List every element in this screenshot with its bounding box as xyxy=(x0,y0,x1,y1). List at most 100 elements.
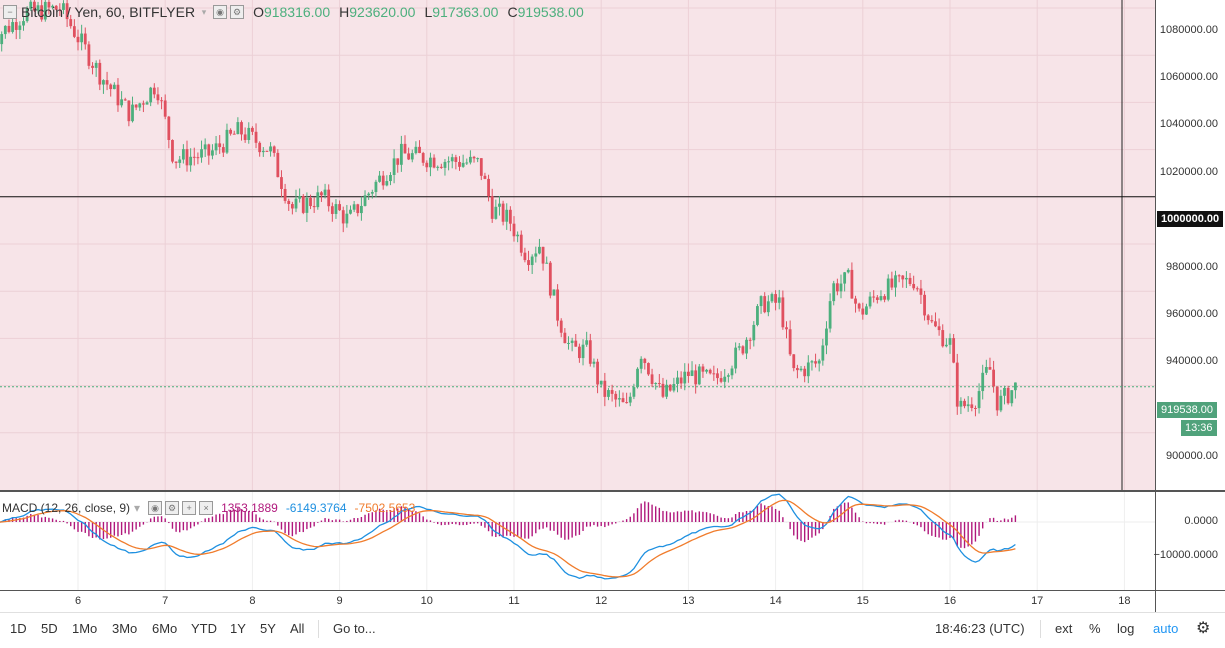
timeframe-all-button[interactable]: All xyxy=(290,621,305,636)
candle-body xyxy=(439,166,443,168)
candle-body xyxy=(87,44,91,66)
candle-body xyxy=(1010,390,1014,404)
timeframe-1d-button[interactable]: 1D xyxy=(10,621,27,636)
time-axis[interactable]: 6 7 8 9 10 11 12 13 14 15 16 17 18 xyxy=(0,590,1155,613)
candle-body xyxy=(716,373,719,379)
candle-body xyxy=(236,122,240,135)
chevron-down-icon[interactable]: ▾ xyxy=(201,7,207,17)
timeframe-1y-button[interactable]: 1Y xyxy=(230,621,246,636)
candlestick-chart[interactable] xyxy=(0,0,1155,490)
candle-body xyxy=(98,62,102,85)
candle-body xyxy=(410,153,414,160)
candle-body xyxy=(276,152,280,178)
percent-toggle[interactable]: % xyxy=(1089,621,1101,636)
candle-body xyxy=(603,380,607,397)
candle-body xyxy=(883,296,886,300)
auto-toggle[interactable]: auto xyxy=(1153,621,1179,636)
pane-divider[interactable] xyxy=(0,490,1225,492)
timeframe-3mo-button[interactable]: 3Mo xyxy=(112,621,138,636)
candle-body xyxy=(490,196,494,219)
candle-body xyxy=(530,256,534,266)
candle-body xyxy=(501,203,505,222)
candle-body xyxy=(952,338,956,363)
candle-body xyxy=(280,177,283,189)
candle-body xyxy=(142,103,145,105)
plus-icon[interactable]: + xyxy=(182,501,197,515)
price-tick-label: 940000.00 xyxy=(1166,355,1218,367)
candle-body xyxy=(857,303,861,309)
go-to-button[interactable]: Go to... xyxy=(333,621,376,636)
candle-body xyxy=(290,204,294,209)
timeframe-ytd-button[interactable]: YTD xyxy=(191,621,217,636)
macd-pane[interactable]: MACD (12, 26, close, 9) ▾ ◉ ⚙ + × 1353.1… xyxy=(0,492,1155,590)
candle-body xyxy=(134,104,138,108)
candle-body xyxy=(116,84,120,106)
candle-body xyxy=(1014,382,1017,391)
timeframe-6mo-button[interactable]: 6Mo xyxy=(152,621,178,636)
candle-body xyxy=(519,234,523,253)
candle-body xyxy=(766,301,770,313)
candle-body xyxy=(628,396,632,403)
candle-body xyxy=(145,102,149,105)
candle-body xyxy=(694,370,698,385)
macd-axis[interactable]: 0.0000 −10000.0000 xyxy=(1153,492,1225,590)
candle-body xyxy=(91,65,94,68)
candle-body xyxy=(650,374,654,384)
candle-body xyxy=(821,345,825,361)
candle-body xyxy=(995,386,999,411)
candle-body xyxy=(247,127,251,140)
candle-body xyxy=(83,33,87,45)
candle-body xyxy=(915,288,919,290)
eye-icon[interactable]: ◉ xyxy=(148,501,163,515)
collapse-icon[interactable]: − xyxy=(3,5,17,19)
settings-icon[interactable]: ⚙ xyxy=(230,5,245,19)
candle-body xyxy=(112,84,116,90)
candle-body xyxy=(774,294,777,303)
candle-body xyxy=(726,375,730,377)
candle-body xyxy=(243,134,247,140)
candle-body xyxy=(287,200,291,205)
gear-icon[interactable]: ⚙ xyxy=(1196,620,1211,637)
eye-icon[interactable]: ◉ xyxy=(213,5,228,19)
last-price-badge: 919538.00 xyxy=(1157,402,1217,418)
candle-body xyxy=(174,161,178,163)
candle-body xyxy=(465,162,469,164)
candle-body xyxy=(806,362,810,377)
timeframe-5d-button[interactable]: 5D xyxy=(41,621,58,636)
macd-signal-line xyxy=(0,499,1016,578)
time-tick-label: 14 xyxy=(769,595,782,607)
candle-body xyxy=(672,384,676,391)
chart-legend: − Bitcoin / Yen, 60, BITFLYER ▾ ◉ ⚙ O 918… xyxy=(0,4,584,20)
close-icon[interactable]: × xyxy=(199,501,214,515)
macd-line xyxy=(0,493,1016,580)
candle-body xyxy=(839,283,843,292)
symbol-title: Bitcoin / Yen, 60, BITFLYER xyxy=(21,4,196,20)
candle-body xyxy=(708,369,712,374)
log-toggle[interactable]: log xyxy=(1117,621,1135,636)
candle-body xyxy=(868,296,872,307)
candle-body xyxy=(556,289,559,321)
candle-body xyxy=(610,390,614,394)
candle-body xyxy=(160,100,163,102)
candle-body xyxy=(676,377,679,385)
candle-body xyxy=(999,395,1003,411)
price-chart-pane[interactable]: − Bitcoin / Yen, 60, BITFLYER ▾ ◉ ⚙ O 918… xyxy=(0,0,1155,490)
ext-toggle[interactable]: ext xyxy=(1055,621,1073,636)
timeframe-1mo-button[interactable]: 1Mo xyxy=(72,621,98,636)
chevron-down-icon[interactable]: ▾ xyxy=(134,501,141,515)
candle-body xyxy=(843,272,847,284)
candle-body xyxy=(479,158,483,176)
time-tick-label: 15 xyxy=(856,595,869,607)
time-tick-label: 8 xyxy=(249,595,256,607)
candle-body xyxy=(974,408,977,410)
macd-chart[interactable] xyxy=(0,492,1155,590)
candle-body xyxy=(360,205,363,214)
settings-icon[interactable]: ⚙ xyxy=(165,501,180,515)
candle-body xyxy=(381,175,385,186)
clock-timezone[interactable]: 18:46:23 (UTC) xyxy=(935,621,1025,636)
candle-body xyxy=(527,260,530,266)
timeframe-5y-button[interactable]: 5Y xyxy=(260,621,276,636)
open-label: O xyxy=(253,4,264,20)
candle-body xyxy=(756,306,759,325)
candle-body xyxy=(269,146,272,152)
